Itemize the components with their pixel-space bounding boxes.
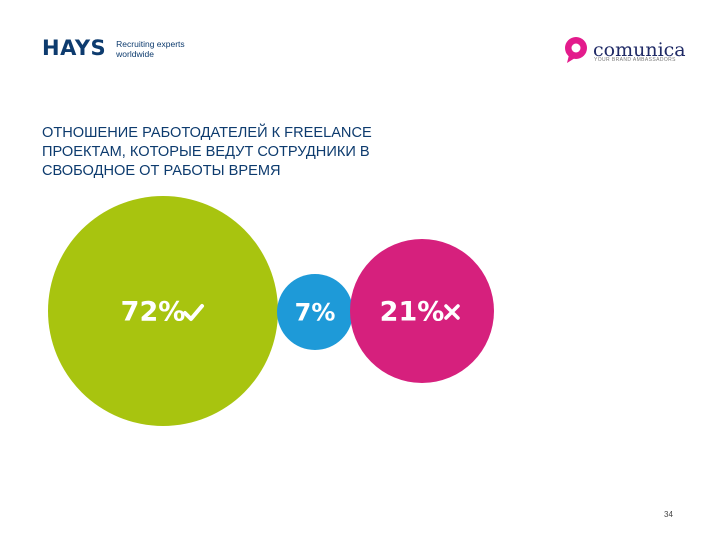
check-icon (183, 304, 204, 321)
comunica-mark-icon (565, 37, 587, 63)
page-title: ОТНОШЕНИЕ РАБОТОДАТЕЛЕЙ К FREELANCE ПРОЕ… (42, 124, 482, 181)
bubble-3 (350, 239, 494, 383)
bubble-2 (277, 274, 353, 350)
title-line-3: СВОБОДНОЕ ОТ РАБОТЫ ВРЕМЯ (42, 162, 281, 179)
bubble-1 (48, 196, 278, 426)
hays-tagline-line2: worldwide (116, 48, 154, 59)
comunica-wordmark: comunica (593, 38, 686, 61)
hays-tagline: Recruiting experts worldwide (116, 39, 185, 59)
page-number: 34 (664, 510, 673, 519)
hays-wordmark: HAYS (42, 36, 107, 60)
bubble-1-label: 72% (121, 297, 186, 328)
comunica-tagline: YOUR BRAND AMBASSADORS (594, 57, 676, 63)
title-line-2: ПРОЕКТАМ, КОТОРЫЕ ВЕДУТ СОТРУДНИКИ В (42, 143, 370, 160)
bubble-2-label: 7% (295, 299, 336, 327)
cross-icon (444, 304, 460, 320)
bubble-3-label: 21% (380, 297, 445, 328)
title-line-1: ОТНОШЕНИЕ РАБОТОДАТЕЛЕЙ К FREELANCE (42, 124, 372, 141)
hays-logo: HAYS Recruiting experts worldwide (42, 38, 185, 59)
comunica-logo: comunica YOUR BRAND AMBASSADORS (564, 36, 686, 64)
hays-tagline-line1: Recruiting experts (116, 38, 185, 49)
